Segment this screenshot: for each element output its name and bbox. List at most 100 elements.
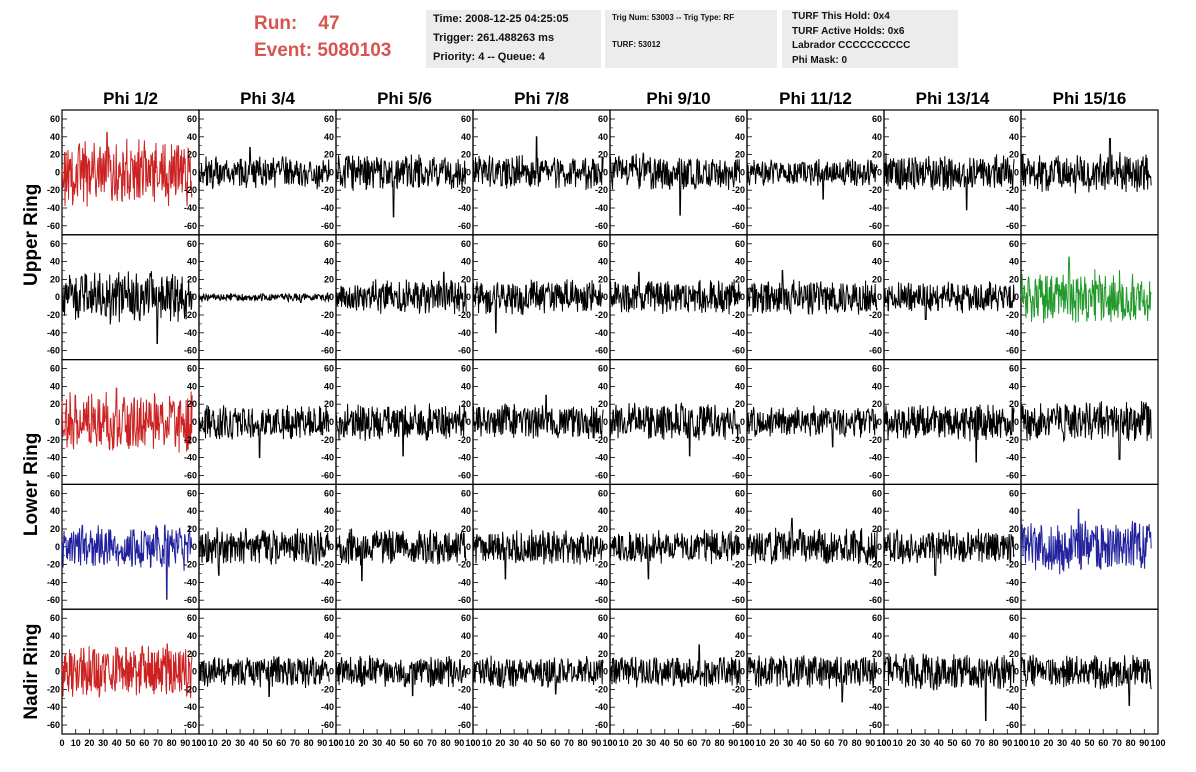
y-tick-label: 40 xyxy=(1009,257,1019,267)
x-tick-label: 100 xyxy=(602,738,617,748)
y-tick-label: 40 xyxy=(598,381,608,391)
x-tick-label: 80 xyxy=(1126,738,1136,748)
x-tick-label: 20 xyxy=(769,738,779,748)
waveform-trace xyxy=(746,655,878,703)
y-tick-label: 40 xyxy=(598,257,608,267)
y-tick-label: 60 xyxy=(461,239,471,249)
y-tick-label: -40 xyxy=(458,453,471,463)
x-tick-label: 20 xyxy=(632,738,642,748)
y-tick-label: 0 xyxy=(466,292,471,302)
y-tick-label: 0 xyxy=(329,167,334,177)
y-tick-label: 20 xyxy=(598,150,608,160)
y-tick-label: 40 xyxy=(187,381,197,391)
waveform-panel: -60 -40 -20 0 20 40 60 xyxy=(47,109,200,236)
y-tick-label: -20 xyxy=(47,435,60,445)
y-tick-label: 0 xyxy=(740,667,745,677)
x-tick-label: 80 xyxy=(441,738,451,748)
y-tick-label: -20 xyxy=(732,560,745,570)
waveform-panel: -60 -40 -20 0 20 40 60 xyxy=(47,608,200,735)
y-tick-label: 0 xyxy=(877,542,882,552)
y-tick-label: 20 xyxy=(187,524,197,534)
y-tick-label: -20 xyxy=(1006,435,1019,445)
waveform-panel: -60 -40 -20 0 20 40 60 xyxy=(732,608,885,735)
y-tick-label: 40 xyxy=(50,506,60,516)
waveform-trace xyxy=(609,152,741,216)
x-tick-label: 90 xyxy=(454,738,464,748)
y-tick-label: 0 xyxy=(55,167,60,177)
y-tick-label: 60 xyxy=(1009,613,1019,623)
x-tick-label: 10 xyxy=(756,738,766,748)
y-tick-label: -40 xyxy=(184,453,197,463)
x-tick-label: 90 xyxy=(865,738,875,748)
y-tick-label: 60 xyxy=(1009,239,1019,249)
waveform-panel: -60 -40 -20 0 20 40 60 xyxy=(458,608,611,735)
waveform-trace xyxy=(198,405,330,459)
x-tick-label: 40 xyxy=(386,738,396,748)
y-tick-label: 60 xyxy=(324,239,334,249)
waveform-panel: -60 -40 -20 0 20 40 60 xyxy=(595,608,748,735)
x-tick-label: 40 xyxy=(1071,738,1081,748)
y-tick-label: -40 xyxy=(321,577,334,587)
y-tick-label: 20 xyxy=(735,150,745,160)
y-tick-label: 60 xyxy=(598,239,608,249)
waveform-panel: -60 -40 -20 0 20 40 60 xyxy=(869,234,1022,361)
y-tick-label: -20 xyxy=(595,684,608,694)
event-value: 5080103 xyxy=(317,40,392,61)
y-tick-label: 0 xyxy=(603,292,608,302)
y-tick-label: -20 xyxy=(47,185,60,195)
y-tick-label: -60 xyxy=(869,470,882,480)
y-tick-label: 60 xyxy=(324,114,334,124)
y-tick-label: -60 xyxy=(732,221,745,231)
y-tick-label: -20 xyxy=(184,310,197,320)
y-tick-label: 60 xyxy=(187,114,197,124)
x-tick-label: 80 xyxy=(715,738,725,748)
y-tick-label: -60 xyxy=(1006,221,1019,231)
x-tick-label: 10 xyxy=(893,738,903,748)
y-tick-label: 60 xyxy=(872,488,882,498)
priority-text: Priority: 4 -- Queue: 4 xyxy=(433,51,545,63)
y-tick-label: 40 xyxy=(872,257,882,267)
x-tick-label: 0 xyxy=(333,738,338,748)
row-group-label: Upper Ring xyxy=(21,184,42,286)
y-tick-label: 0 xyxy=(466,417,471,427)
y-tick-label: 20 xyxy=(1009,150,1019,160)
y-tick-label: 0 xyxy=(603,417,608,427)
y-tick-label: 40 xyxy=(324,381,334,391)
y-tick-label: 20 xyxy=(735,399,745,409)
y-tick-label: 60 xyxy=(461,488,471,498)
x-tick-label: 50 xyxy=(947,738,957,748)
y-tick-label: -20 xyxy=(1006,185,1019,195)
y-tick-label: 60 xyxy=(1009,114,1019,124)
x-tick-label: 70 xyxy=(427,738,437,748)
waveform-trace xyxy=(609,271,741,315)
y-tick-label: -20 xyxy=(458,684,471,694)
y-tick-label: -60 xyxy=(458,346,471,356)
waveform-trace xyxy=(61,271,193,344)
y-tick-label: 20 xyxy=(324,274,334,284)
trigger-info-box: Trig Num: 53003 -- Trig Type: RF TURF: 5… xyxy=(605,10,777,68)
waveform-trace xyxy=(335,655,467,697)
column-title: Phi 5/6 xyxy=(377,89,432,108)
x-tick-label: 50 xyxy=(262,738,272,748)
x-tick-label: 60 xyxy=(550,738,560,748)
x-tick-label: 20 xyxy=(358,738,368,748)
x-tick-label: 100 xyxy=(465,738,480,748)
labrador-text: Labrador CCCCCCCCCC xyxy=(792,40,911,51)
y-tick-label: 0 xyxy=(740,292,745,302)
x-tick-label: 60 xyxy=(824,738,834,748)
waveform-panel: -60 -40 -20 0 20 40 60 xyxy=(184,234,337,361)
x-tick-label: 90 xyxy=(1002,738,1012,748)
y-tick-label: 40 xyxy=(735,631,745,641)
waveform-trace xyxy=(472,655,604,695)
y-tick-label: 20 xyxy=(872,150,882,160)
y-tick-label: 0 xyxy=(329,292,334,302)
y-tick-label: -60 xyxy=(595,221,608,231)
y-tick-label: -40 xyxy=(869,702,882,712)
y-tick-label: -60 xyxy=(321,470,334,480)
y-tick-label: -40 xyxy=(732,577,745,587)
y-tick-label: 0 xyxy=(55,417,60,427)
waveform-trace xyxy=(883,528,1015,576)
y-tick-label: 60 xyxy=(872,239,882,249)
y-tick-label: 20 xyxy=(50,274,60,284)
y-tick-label: -20 xyxy=(732,185,745,195)
